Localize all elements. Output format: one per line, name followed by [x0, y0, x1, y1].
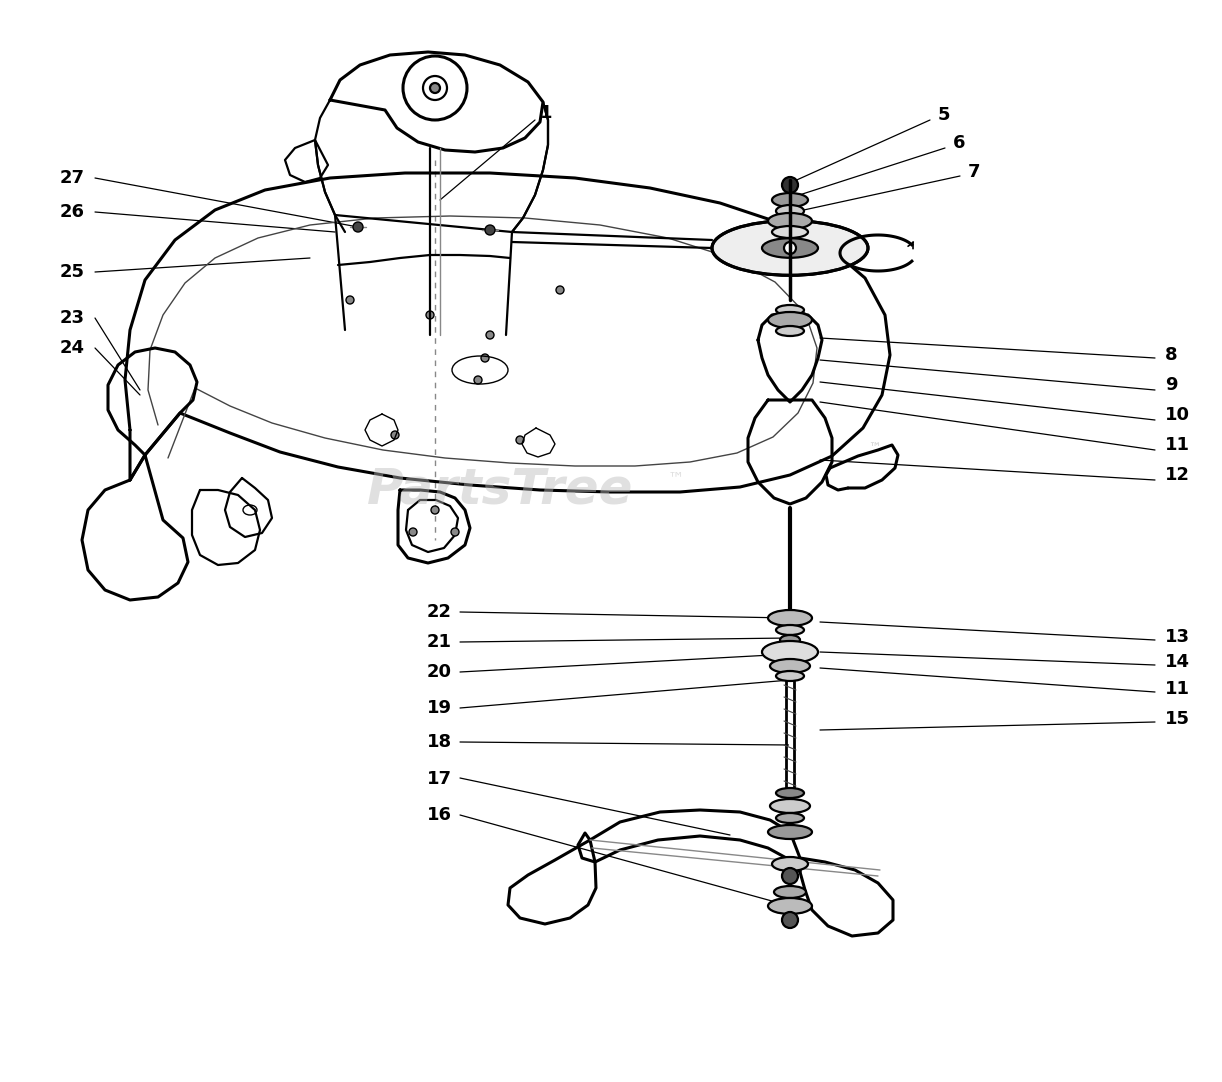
Ellipse shape — [767, 610, 811, 626]
Text: PartsTree: PartsTree — [367, 466, 633, 514]
Text: 5: 5 — [938, 106, 951, 124]
Text: 10: 10 — [1165, 406, 1190, 424]
Ellipse shape — [776, 671, 804, 681]
Text: 22: 22 — [426, 603, 452, 621]
Ellipse shape — [772, 857, 808, 871]
Circle shape — [391, 431, 400, 439]
Circle shape — [430, 83, 440, 93]
Text: ™: ™ — [868, 441, 881, 454]
Ellipse shape — [767, 312, 811, 328]
Ellipse shape — [770, 799, 810, 813]
Ellipse shape — [776, 204, 804, 217]
Ellipse shape — [782, 177, 798, 193]
Text: 15: 15 — [1165, 710, 1190, 728]
Circle shape — [431, 506, 439, 514]
Ellipse shape — [776, 788, 804, 799]
Text: 19: 19 — [426, 699, 452, 717]
Text: 11: 11 — [1165, 436, 1190, 454]
Circle shape — [409, 528, 417, 536]
Text: 23: 23 — [60, 309, 86, 327]
Circle shape — [485, 225, 495, 235]
Ellipse shape — [767, 824, 811, 839]
Text: 6: 6 — [953, 134, 965, 151]
Ellipse shape — [782, 912, 798, 928]
Text: 13: 13 — [1165, 628, 1190, 646]
Text: 17: 17 — [426, 770, 452, 788]
Circle shape — [481, 354, 489, 362]
Ellipse shape — [776, 813, 804, 823]
Circle shape — [474, 377, 481, 384]
Text: 20: 20 — [426, 663, 452, 681]
Text: 21: 21 — [426, 633, 452, 651]
Circle shape — [516, 436, 524, 444]
Text: 24: 24 — [60, 339, 86, 357]
Ellipse shape — [776, 305, 804, 315]
Circle shape — [426, 311, 434, 319]
Ellipse shape — [780, 635, 800, 645]
Ellipse shape — [767, 898, 811, 914]
Text: 26: 26 — [60, 203, 86, 221]
Circle shape — [451, 528, 459, 536]
Text: 12: 12 — [1165, 466, 1190, 484]
Text: 18: 18 — [426, 733, 452, 751]
Ellipse shape — [712, 221, 868, 275]
Ellipse shape — [763, 238, 818, 258]
Circle shape — [346, 296, 354, 304]
Text: 7: 7 — [968, 163, 980, 181]
Text: 25: 25 — [60, 263, 86, 281]
Text: 9: 9 — [1165, 377, 1178, 394]
Ellipse shape — [763, 641, 818, 663]
Circle shape — [353, 222, 363, 232]
Text: 14: 14 — [1165, 654, 1190, 671]
Text: 1: 1 — [540, 104, 552, 122]
Text: 16: 16 — [426, 806, 452, 824]
Ellipse shape — [776, 625, 804, 635]
Ellipse shape — [767, 213, 811, 229]
Text: 27: 27 — [60, 169, 86, 187]
Circle shape — [486, 331, 494, 339]
Ellipse shape — [772, 226, 808, 238]
Text: 8: 8 — [1165, 346, 1178, 364]
Ellipse shape — [770, 659, 810, 673]
Ellipse shape — [776, 326, 804, 337]
Text: 11: 11 — [1165, 679, 1190, 698]
Ellipse shape — [772, 193, 808, 207]
Ellipse shape — [774, 886, 807, 898]
Circle shape — [556, 286, 565, 294]
Circle shape — [785, 242, 796, 254]
Ellipse shape — [782, 868, 798, 884]
Text: ™: ™ — [668, 469, 684, 487]
